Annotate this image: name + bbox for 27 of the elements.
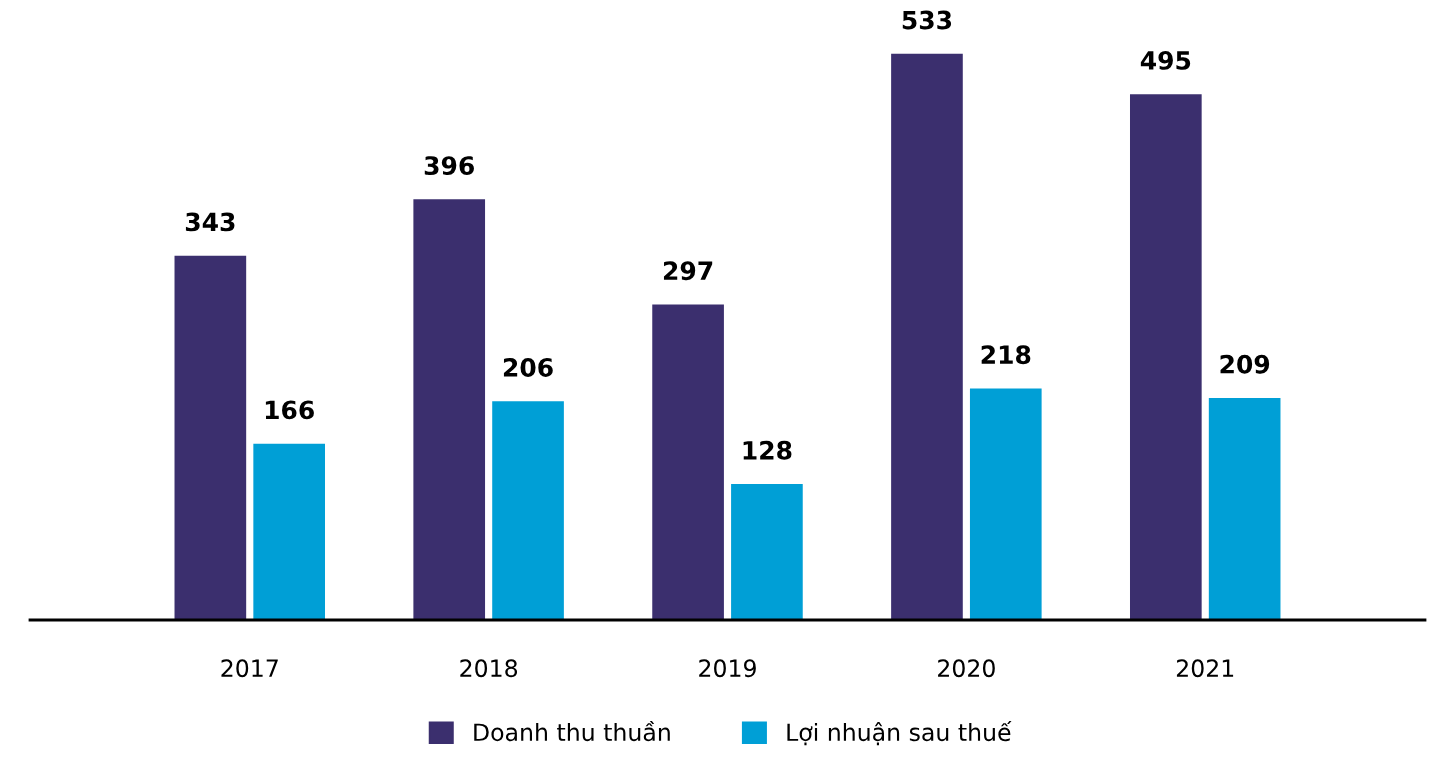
data-label: 128 bbox=[743, 440, 792, 460]
data-label: 218 bbox=[981, 345, 1031, 365]
x-tick-label: 2021 bbox=[1176, 659, 1234, 678]
x-tick-label: 2017 bbox=[221, 659, 278, 678]
data-label: 206 bbox=[503, 357, 553, 377]
bar bbox=[969, 388, 1042, 620]
bar bbox=[731, 484, 803, 620]
data-label: 297 bbox=[663, 261, 713, 281]
data-label: 495 bbox=[1140, 50, 1191, 70]
data-label: 533 bbox=[902, 10, 952, 30]
data-label: 209 bbox=[1220, 354, 1270, 374]
x-tick-label: 2018 bbox=[460, 659, 518, 678]
bar bbox=[492, 401, 564, 620]
bar bbox=[1208, 397, 1281, 620]
legend-label: Lợi nhuận sau thuế bbox=[787, 720, 1012, 746]
data-label: 166 bbox=[265, 400, 314, 420]
legend-label: Doanh thu thuần bbox=[474, 720, 670, 742]
x-tick-label: 2019 bbox=[699, 659, 756, 678]
bar bbox=[652, 304, 724, 620]
x-tick-label: 2020 bbox=[938, 659, 995, 678]
bar bbox=[413, 199, 486, 620]
bar bbox=[174, 255, 247, 620]
bar bbox=[891, 53, 963, 620]
data-label: 396 bbox=[424, 156, 474, 176]
bar bbox=[253, 443, 325, 620]
data-label: 343 bbox=[185, 212, 235, 232]
bar bbox=[1130, 94, 1202, 620]
